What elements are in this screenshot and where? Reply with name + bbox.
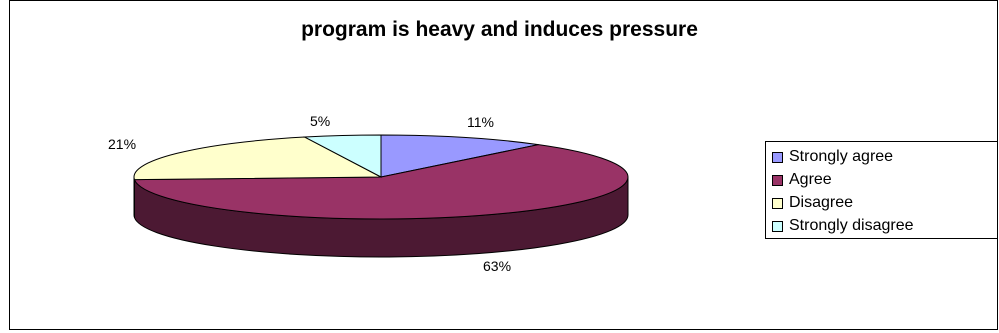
legend-swatch-strongly-agree <box>772 151 783 163</box>
legend-swatch-agree <box>772 174 783 186</box>
legend-label-strongly-agree: Strongly agree <box>789 148 894 165</box>
chart-title: program is heavy and induces pressure <box>301 18 698 41</box>
legend-label-disagree: Disagree <box>789 194 854 211</box>
data-label-agree: 63% <box>483 258 512 274</box>
pie-slice-agree <box>133 144 629 220</box>
pie-slice-strongly-disagree <box>302 134 382 178</box>
legend-item-strongly-agree: Strongly agree <box>772 146 893 168</box>
legend-item-agree: Agree <box>772 169 832 191</box>
legend-item-disagree: Disagree <box>772 192 853 214</box>
legend: Strongly agree Agree Disagree Strongly d… <box>765 141 998 239</box>
legend-label-agree: Agree <box>789 171 832 188</box>
legend-swatch-strongly-disagree <box>772 220 783 232</box>
pie-slice-disagree <box>133 136 382 181</box>
legend-swatch-disagree <box>772 197 783 209</box>
data-label-strongly-disagree: 5% <box>310 113 331 129</box>
legend-item-strongly-disagree: Strongly disagree <box>772 215 914 237</box>
pie-slice-strongly-agree <box>380 134 539 178</box>
data-label-strongly-agree: 11% <box>467 114 494 130</box>
legend-label-strongly-disagree: Strongly disagree <box>789 217 914 234</box>
data-label-disagree: 21% <box>108 136 137 152</box>
